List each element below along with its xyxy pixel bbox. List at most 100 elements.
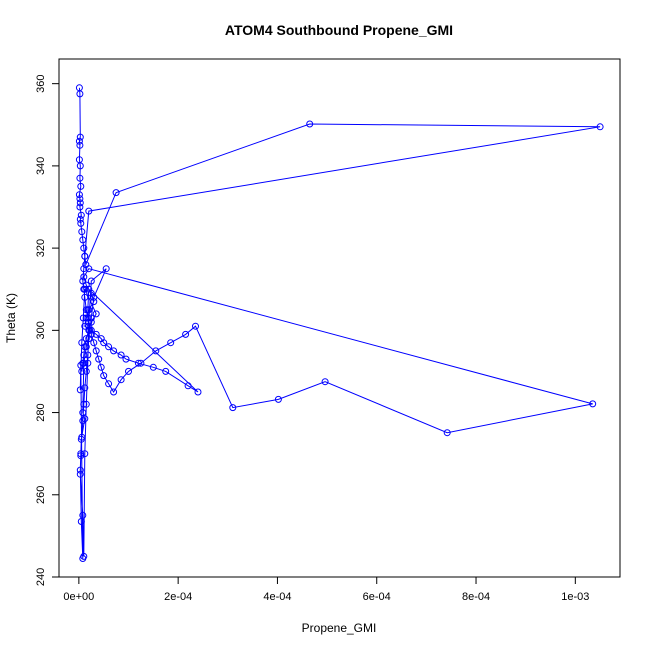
data-point: [596, 123, 604, 131]
data-point: [184, 382, 192, 390]
x-tick-label: 0e+00: [63, 591, 94, 603]
data-point: [79, 277, 87, 285]
data-point: [77, 450, 85, 458]
data-point: [137, 359, 145, 367]
data-point: [87, 277, 95, 285]
data-point: [76, 215, 84, 223]
data-point: [82, 367, 90, 375]
x-axis: 0e+00 2e-04 4e-04 6e-04 8e-04 1e-03: [63, 576, 589, 603]
y-axis-label: Theta (K): [4, 293, 18, 343]
data-point: [162, 367, 170, 375]
data-point: [79, 555, 87, 562]
y-axis: 240 260 280 300 320 340 360: [35, 74, 60, 586]
data-point: [152, 347, 160, 355]
x-tick-label: 1e-03: [561, 591, 589, 603]
data-point: [229, 404, 237, 412]
data-point: [76, 203, 84, 211]
data-point: [77, 211, 85, 219]
data-point: [117, 351, 125, 359]
x-tick-label: 8e-04: [462, 591, 490, 603]
data-point: [80, 273, 88, 281]
data-point: [79, 417, 87, 425]
data-point: [85, 265, 93, 273]
data-point: [78, 228, 86, 236]
data-point: [182, 330, 190, 338]
data-point: [79, 511, 87, 519]
data-point: [76, 141, 84, 149]
data-point: [81, 415, 89, 423]
data-point: [85, 207, 93, 215]
data-point: [102, 265, 110, 273]
data-point: [122, 355, 130, 363]
data-point: [321, 378, 329, 386]
y-tick-label: 340: [35, 157, 47, 175]
data-point: [110, 388, 118, 396]
y-tick-label: 320: [35, 239, 47, 257]
data-point: [589, 400, 597, 408]
data-point: [110, 347, 118, 355]
x-tick-label: 4e-04: [263, 591, 291, 603]
data-point: [92, 347, 100, 355]
data-point: [81, 343, 89, 351]
data-point: [194, 388, 202, 396]
data-point: [100, 339, 108, 347]
data-point: [76, 386, 84, 394]
data-point: [80, 244, 88, 252]
data-point: [76, 90, 84, 98]
data-point: [84, 351, 92, 359]
data-point: [192, 322, 199, 330]
data-point: [79, 359, 87, 367]
data-point: [80, 351, 88, 359]
data-point: [84, 306, 92, 314]
plot-frame: [58, 58, 621, 578]
data-point: [149, 363, 157, 371]
data-point: [76, 133, 84, 141]
data-point: [80, 265, 88, 273]
data-point: [81, 450, 89, 458]
data-point: [167, 339, 175, 347]
data-point: [92, 310, 100, 318]
data-point: [78, 433, 86, 441]
x-tick-label: 2e-04: [164, 591, 192, 603]
data-point: [84, 359, 92, 367]
data-point: [105, 380, 113, 388]
data-point: [443, 429, 451, 437]
data-point: [77, 452, 85, 460]
series-line: [78, 87, 601, 559]
data-point: [112, 189, 120, 197]
data-point: [85, 326, 93, 334]
data-point: [87, 318, 95, 326]
data-point: [78, 367, 86, 375]
data-point: [79, 409, 87, 417]
data-point: [76, 195, 84, 203]
data-point: [79, 236, 87, 244]
data-point: [97, 363, 105, 371]
y-tick-label: 240: [35, 568, 47, 586]
data-point: [134, 359, 142, 367]
data-point: [76, 199, 84, 207]
data-point: [85, 335, 93, 343]
data-point: [100, 372, 108, 380]
data-point: [76, 162, 84, 170]
data-point: [82, 400, 90, 408]
data-point: [105, 343, 113, 351]
data-point: [81, 322, 89, 330]
chart-title: ATOM4 Southbound Propene_GMI: [225, 22, 453, 38]
data-point: [79, 314, 87, 322]
data-point: [76, 466, 84, 474]
data-point: [274, 395, 282, 403]
data-point: [90, 339, 98, 347]
data-point: [75, 137, 83, 145]
data-point: [87, 314, 95, 322]
y-tick-label: 300: [35, 321, 47, 339]
data-point: [77, 219, 85, 227]
data-point: [81, 285, 89, 293]
data-point: [80, 400, 88, 408]
data-point: [117, 376, 125, 384]
data-point: [76, 470, 84, 478]
data-point: [306, 120, 314, 128]
data-point: [81, 252, 89, 260]
data-point: [90, 293, 98, 301]
x-tick-label: 6e-04: [363, 591, 391, 603]
